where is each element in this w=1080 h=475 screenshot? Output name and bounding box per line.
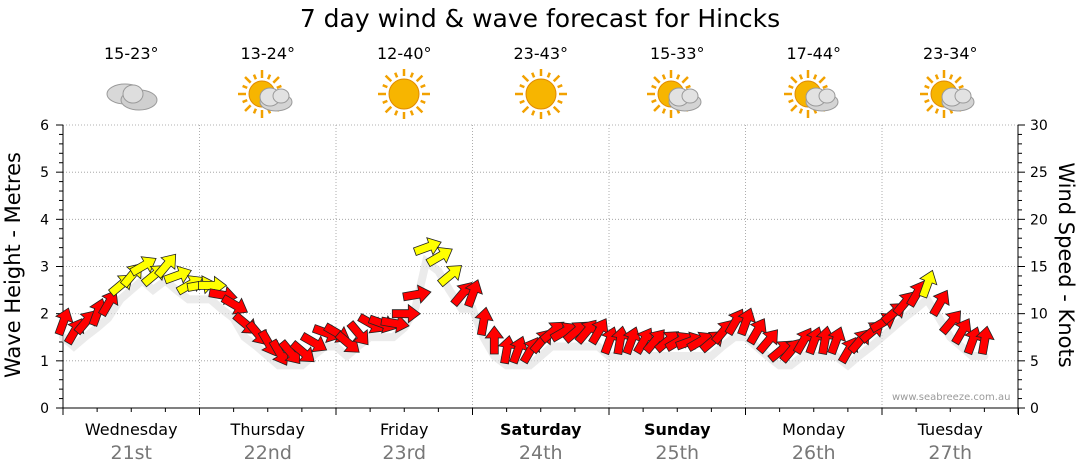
- y-tick-label-right: 5: [1030, 354, 1039, 370]
- day-name: Wednesday: [84, 420, 178, 439]
- day-date: 25th: [655, 442, 700, 464]
- day-label: Tuesday 27th: [882, 420, 1018, 464]
- y-tick-label-left: 0: [40, 401, 49, 417]
- wind-arrow: [929, 289, 950, 318]
- temperature-range: 17-44°: [786, 44, 842, 63]
- wind-arrow: [737, 307, 756, 337]
- forecast-day: 15-33°: [617, 44, 737, 119]
- credit-text: www.seabreeze.com.au: [892, 392, 1011, 403]
- wind-arrow: [975, 325, 995, 355]
- y-axis-label-right: Wind Speed - Knots: [1054, 162, 1078, 368]
- wind-shadow: [59, 254, 989, 371]
- y-tick-label-right: 30: [1030, 118, 1048, 134]
- day-date: 27th: [928, 442, 973, 464]
- y-tick-label-left: 1: [40, 354, 49, 370]
- wind-arrow: [334, 330, 360, 353]
- y-tick-label-left: 5: [40, 165, 49, 181]
- wind-arrows: [54, 237, 995, 371]
- wind-arrow: [391, 303, 421, 324]
- wind-arrow: [129, 256, 157, 277]
- day-label: Saturday 24th: [473, 420, 609, 464]
- wind-arrow: [474, 306, 494, 337]
- sunny-icon: [378, 69, 431, 119]
- sunny-icon: [514, 69, 567, 119]
- y-axis-label-left: Wave Height - Metres: [1, 152, 25, 378]
- y-tick-label-left: 3: [40, 260, 49, 276]
- y-tick-label-left: 2: [40, 307, 49, 323]
- temperature-range: 13-24°: [240, 44, 296, 63]
- wind-arrow: [827, 326, 847, 356]
- wind-arrow: [412, 237, 442, 256]
- day-name: Friday: [380, 420, 429, 439]
- chart-title: 7 day wind & wave forecast for Hincks: [299, 4, 781, 33]
- day-date: 22nd: [243, 442, 292, 464]
- partly-cloudy-icon: [237, 70, 293, 118]
- y-tick-label-right: 10: [1030, 307, 1048, 323]
- partly-cloudy-icon: [783, 70, 839, 118]
- temperature-range: 15-33°: [650, 44, 705, 63]
- forecast-day: 23-43°: [481, 44, 601, 119]
- y-tick-label-right: 25: [1030, 165, 1048, 181]
- forecast-day: 15-23°: [71, 44, 191, 119]
- partly-cloudy-icon: [920, 70, 975, 118]
- wind-arrow: [54, 307, 74, 337]
- wind-arrow: [154, 253, 177, 279]
- y-tick-label-right: 15: [1030, 260, 1048, 276]
- wind-arrow: [220, 294, 249, 315]
- day-name: Saturday: [500, 420, 582, 439]
- day-label: Monday 26th: [746, 420, 882, 464]
- wind-arrow: [163, 265, 192, 285]
- day-name: Monday: [782, 420, 846, 439]
- day-date: 23rd: [382, 442, 427, 464]
- wind-arrow: [425, 246, 453, 268]
- y-tick-label-right: 0: [1030, 401, 1039, 417]
- wind-arrow: [346, 320, 369, 346]
- wind-arrow: [97, 289, 119, 318]
- wind-arrow: [484, 325, 505, 355]
- wind-arrow: [918, 269, 938, 299]
- wind-arrow: [402, 284, 432, 304]
- temperature-range: 23-43°: [513, 44, 569, 63]
- forecast-day: 17-44°: [754, 44, 874, 119]
- partly-cloudy-icon: [647, 70, 702, 118]
- y-tick-label-left: 6: [40, 118, 49, 134]
- wind-arrow: [755, 329, 779, 355]
- wind-arrow: [436, 265, 463, 288]
- temperature-range: 15-23°: [104, 44, 159, 63]
- wind-arrow: [299, 331, 328, 353]
- day-name: Tuesday: [917, 420, 983, 439]
- day-date: 21st: [110, 442, 153, 464]
- wind-arrow: [464, 279, 483, 308]
- day-label: Wednesday 21st: [63, 420, 199, 464]
- temperature-range: 12-40°: [377, 44, 432, 63]
- y-tick-label-left: 4: [40, 212, 49, 228]
- forecast-day: 23-34°: [890, 44, 1010, 119]
- wind-arrow: [289, 340, 315, 363]
- day-label: Sunday 25th: [609, 420, 745, 464]
- temperature-range: 23-34°: [923, 44, 978, 63]
- day-name: Thursday: [230, 420, 305, 439]
- day-name: Sunday: [644, 420, 711, 439]
- day-label: Friday 23rd: [336, 420, 472, 464]
- day-date: 24th: [518, 442, 563, 464]
- forecast-day: 12-40°: [344, 44, 464, 119]
- day-label: Thursday 22nd: [200, 420, 336, 464]
- forecast-day: 13-24°: [208, 44, 328, 119]
- cloudy-icon: [106, 83, 158, 111]
- y-tick-label-right: 20: [1030, 212, 1048, 228]
- day-date: 26th: [791, 442, 836, 464]
